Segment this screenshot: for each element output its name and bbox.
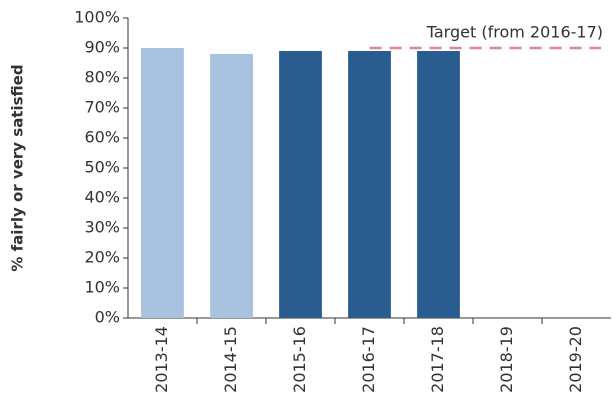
- x-tick-label: 2017-18: [428, 326, 447, 393]
- y-tick-label: 80%: [84, 68, 120, 87]
- y-tick-label: 0%: [95, 308, 120, 327]
- target-label: Target (from 2016-17): [426, 23, 603, 42]
- y-axis-label: % fairly or very satisfied: [9, 64, 27, 271]
- bar: [417, 51, 460, 318]
- y-tick-label: 40%: [84, 188, 120, 207]
- y-tick-label: 100%: [74, 8, 120, 27]
- x-tick-label: 2013-14: [152, 326, 171, 393]
- bar: [348, 51, 391, 318]
- y-tick-label: 90%: [84, 38, 120, 57]
- y-tick-label: 10%: [84, 278, 120, 297]
- x-tick-label: 2015-16: [290, 326, 309, 393]
- y-tick-label: 70%: [84, 98, 120, 117]
- x-tick-label: 2019-20: [566, 326, 585, 393]
- bar: [210, 54, 253, 318]
- bar: [279, 51, 322, 318]
- y-tick-label: 50%: [84, 158, 120, 177]
- bar: [141, 48, 184, 318]
- y-tick-label: 60%: [84, 128, 120, 147]
- x-tick-label: 2014-15: [221, 326, 240, 393]
- y-tick-label: 30%: [84, 218, 120, 237]
- y-tick-label: 20%: [84, 248, 120, 267]
- x-tick-label: 2016-17: [359, 326, 378, 393]
- x-tick-label: 2018-19: [497, 326, 516, 393]
